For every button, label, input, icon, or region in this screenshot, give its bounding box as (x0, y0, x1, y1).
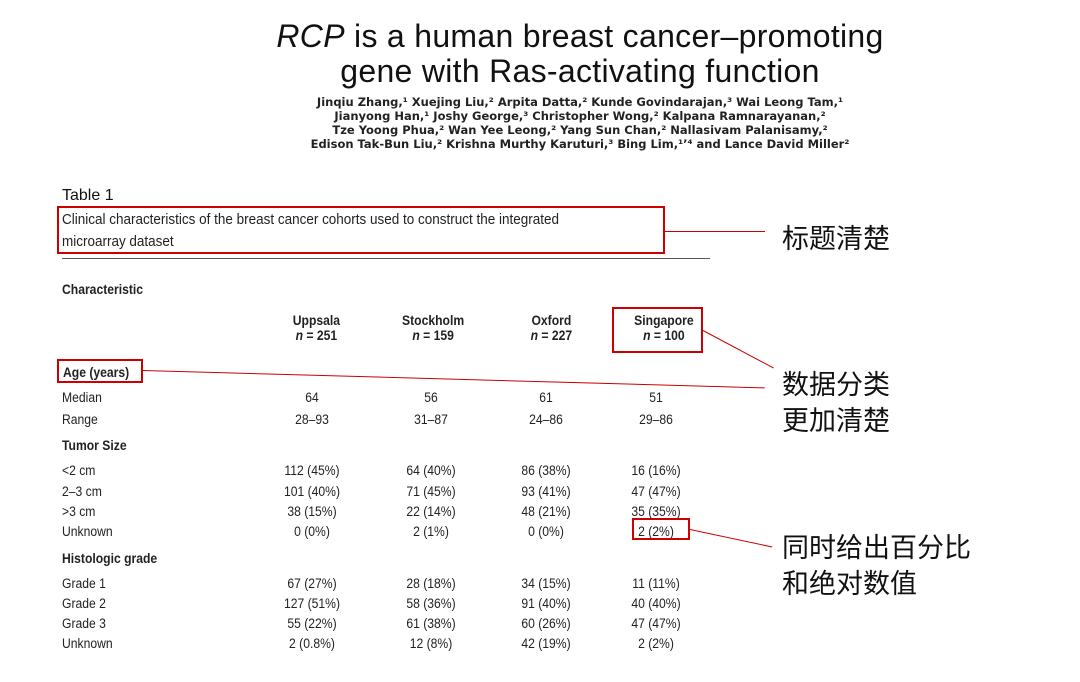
table-cell: 38 (15%) (287, 504, 337, 519)
annotation-title-clear: 标题清楚 (782, 224, 890, 255)
title-line-1-text: is a human breast cancer–promoting (344, 18, 884, 54)
table-cell: 93 (41%) (521, 484, 571, 499)
table-cell: 64 (40%) (406, 463, 456, 478)
row-label: Unknown (62, 636, 113, 651)
annotation-percent-line-1: 同时给出百分比 (782, 533, 971, 564)
table-cell: 31–87 (414, 412, 448, 427)
cohort-n: n = 251 (295, 328, 338, 343)
section-heading-tumor-size: Tumor Size (62, 438, 127, 453)
table-cell: 47 (47%) (631, 616, 681, 631)
table-caption-line-1: Clinical characteristics of the breast c… (62, 212, 559, 228)
row-label: Grade 2 (62, 596, 106, 611)
table-cell: 12 (8%) (409, 636, 453, 651)
annotation-classification-line-1: 数据分类 (782, 370, 890, 401)
cohort-name: Oxford (531, 313, 572, 328)
table-cell: 16 (16%) (631, 463, 681, 478)
row-label: >3 cm (62, 504, 96, 519)
annotation-percent: 同时给出百分比 和绝对数值 (782, 531, 971, 603)
connector-line-title (665, 231, 765, 232)
table-cell: 67 (27%) (287, 576, 337, 591)
characteristic-header: Characteristic (62, 282, 144, 297)
cohort-name: Stockholm (402, 313, 465, 328)
table-cell: 11 (11%) (632, 576, 680, 591)
table-cell: 71 (45%) (406, 484, 456, 499)
cohort-n: n = 227 (530, 328, 573, 343)
table-cell: 28 (18%) (406, 576, 456, 591)
table-cell: 2 (0.8%) (289, 636, 335, 651)
table-top-rule (62, 258, 710, 259)
table-cell: 61 (539, 390, 553, 405)
cohort-name: Singapore (634, 313, 694, 328)
author-line-2: Jianyong Han,¹ Joshy George,³ Christophe… (334, 109, 826, 123)
author-line-1: Jinqiu Zhang,¹ Xuejing Liu,² Arpita Datt… (316, 95, 844, 109)
author-line-4: Edison Tak-Bun Liu,² Krishna Murthy Karu… (310, 137, 850, 151)
table-cell: 47 (47%) (631, 484, 681, 499)
table-cell: 101 (40%) (283, 484, 341, 499)
connector-line-percent (689, 529, 773, 548)
table-cell: 61 (38%) (406, 616, 456, 631)
row-label: 2–3 cm (62, 484, 102, 499)
table-cell: 91 (40%) (521, 596, 571, 611)
table-caption: Clinical characteristics of the breast c… (62, 209, 620, 253)
table-cell: 29–86 (639, 412, 673, 427)
table-cell: 112 (45%) (284, 463, 340, 478)
paper-title-line-1: RCP is a human breast cancer–promoting (0, 19, 1080, 54)
table-cell: 58 (36%) (406, 596, 456, 611)
section-heading-histologic-grade: Histologic grade (62, 551, 158, 566)
cohort-header-singapore: Singapore n = 100 (627, 313, 701, 343)
row-label: Median (62, 390, 102, 405)
annotation-percent-line-2: 和绝对数值 (782, 569, 917, 600)
cohort-header-uppsala: Uppsala n = 251 (284, 313, 349, 343)
table-cell: 60 (26%) (521, 616, 571, 631)
connector-line-singapore (702, 330, 774, 369)
table-cell: 56 (424, 390, 438, 405)
cohort-name: Uppsala (292, 313, 341, 328)
author-line-3: Tze Yoong Phua,² Wan Yee Leong,² Yang Su… (332, 123, 828, 137)
table-cell: 34 (15%) (521, 576, 571, 591)
cohort-n: n = 159 (412, 328, 454, 343)
annotation-classification: 数据分类 更加清楚 (782, 368, 890, 440)
row-label: <2 cm (62, 463, 96, 478)
table-cell: 55 (22%) (287, 616, 337, 631)
table-label: Table 1 (62, 187, 114, 204)
table-cell: 2 (2%) (638, 524, 674, 539)
table-cell: 2 (2%) (638, 636, 674, 651)
table-cell: 64 (305, 390, 319, 405)
unknown-value-highlight-box (632, 518, 690, 540)
connector-line-age (142, 370, 765, 389)
table-cell: 28–93 (295, 412, 329, 427)
row-label: Grade 1 (62, 576, 106, 591)
cohort-header-oxford: Oxford n = 227 (519, 313, 584, 343)
cohort-n: n = 100 (643, 328, 685, 343)
table-cell: 24–86 (529, 412, 563, 427)
table-cell: 35 (35%) (631, 504, 681, 519)
age-heading-highlight-box (57, 359, 143, 383)
row-label: Unknown (62, 524, 113, 539)
table-cell: 127 (51%) (283, 596, 341, 611)
table-caption-line-2: microarray dataset (62, 234, 174, 250)
title-gene-name: RCP (276, 18, 345, 54)
table-cell: 2 (1%) (413, 524, 449, 539)
row-label: Grade 3 (62, 616, 106, 631)
table-cell: 22 (14%) (406, 504, 456, 519)
table-cell: 0 (0%) (528, 524, 564, 539)
section-heading-age: Age (years) (63, 365, 130, 380)
cohort-header-stockholm: Stockholm n = 159 (398, 313, 468, 343)
table-cell: 48 (21%) (521, 504, 571, 519)
table-cell: 0 (0%) (294, 524, 330, 539)
singapore-highlight-box (612, 307, 703, 353)
annotation-classification-line-2: 更加清楚 (782, 406, 890, 437)
table-cell: 42 (19%) (521, 636, 571, 651)
table-cell: 40 (40%) (631, 596, 681, 611)
caption-highlight-box (57, 206, 665, 254)
row-label: Range (62, 412, 98, 427)
paper-title-line-2: gene with Ras-activating function (340, 53, 820, 89)
table-cell: 86 (38%) (521, 463, 571, 478)
table-cell: 51 (649, 390, 663, 405)
